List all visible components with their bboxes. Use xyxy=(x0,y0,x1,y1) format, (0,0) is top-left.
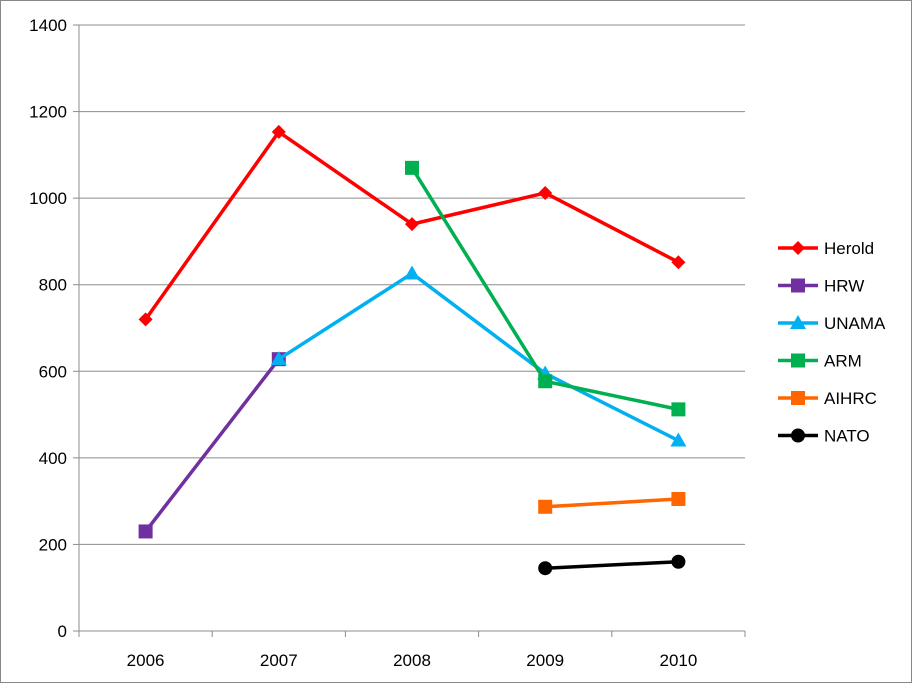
legend-swatch-marker xyxy=(791,353,805,368)
series-line-nato xyxy=(545,559,679,570)
legend-label: UNAMA xyxy=(824,314,886,333)
x-tick-label: 2009 xyxy=(526,651,564,670)
data-point-hrw xyxy=(138,524,153,539)
y-tick-label: 1400 xyxy=(29,16,67,35)
series-aihrc xyxy=(538,491,686,514)
legend-label: NATO xyxy=(824,427,870,446)
data-point-unama xyxy=(670,432,687,447)
series-line-unama xyxy=(277,271,680,443)
y-tick-label: 200 xyxy=(39,535,67,554)
series-herold xyxy=(138,124,686,327)
series-line-hrw xyxy=(144,358,281,533)
y-tick-label: 0 xyxy=(58,622,67,641)
legend-label: AIHRC xyxy=(824,389,877,408)
legend-entry-hrw: HRW xyxy=(778,277,864,296)
legend-swatch-marker xyxy=(791,428,805,443)
data-point-nato xyxy=(538,561,553,576)
data-point-arm xyxy=(671,402,686,417)
legend-label: ARM xyxy=(824,352,862,371)
data-point-aihrc xyxy=(538,499,553,514)
y-tick-label: 1000 xyxy=(29,189,67,208)
data-point-arm xyxy=(538,374,553,389)
y-tick-label: 600 xyxy=(39,362,67,381)
series-hrw xyxy=(138,352,286,539)
data-point-herold xyxy=(405,217,419,232)
series-unama xyxy=(270,265,687,447)
legend-entry-arm: ARM xyxy=(778,352,862,371)
legend-entry-herold: Herold xyxy=(778,239,874,258)
x-tick-label: 2010 xyxy=(659,651,697,670)
x-tick-label: 2006 xyxy=(127,651,165,670)
gridlines xyxy=(79,24,745,545)
x-tick-label: 2007 xyxy=(260,651,298,670)
legend-swatch-marker xyxy=(791,391,805,405)
data-point-herold xyxy=(138,312,153,327)
legend-swatch-marker xyxy=(790,315,806,329)
y-tick-label: 400 xyxy=(39,449,67,468)
y-tick-label: 800 xyxy=(39,276,67,295)
series-lines xyxy=(138,124,687,576)
legend: Herold HRW UNAMA ARM AIHRC NATO xyxy=(778,239,886,446)
data-point-herold xyxy=(538,185,553,200)
data-point-unama xyxy=(404,265,420,280)
legend-swatch-marker xyxy=(791,241,805,255)
legend-label: Herold xyxy=(824,239,874,258)
data-point-aihrc xyxy=(671,491,686,506)
data-point-unama xyxy=(270,351,287,366)
series-arm xyxy=(405,160,686,417)
legend-entry-nato: NATO xyxy=(778,427,870,446)
x-tick-label: 2008 xyxy=(393,651,431,670)
legend-label: HRW xyxy=(824,277,864,296)
data-point-arm xyxy=(405,160,419,175)
series-line-aihrc xyxy=(545,497,679,509)
legend-swatch-marker xyxy=(791,278,805,293)
y-tick-label: 1200 xyxy=(29,103,67,122)
data-point-nato xyxy=(671,554,686,569)
data-point-herold xyxy=(271,124,286,139)
legend-entry-unama: UNAMA xyxy=(778,314,886,333)
legend-entry-aihrc: AIHRC xyxy=(778,389,877,408)
data-point-herold xyxy=(671,255,686,270)
series-nato xyxy=(538,554,686,576)
axes: 0 200 400 600 800 1000 1200 1400 2006 2007 2008 200… xyxy=(29,16,746,670)
